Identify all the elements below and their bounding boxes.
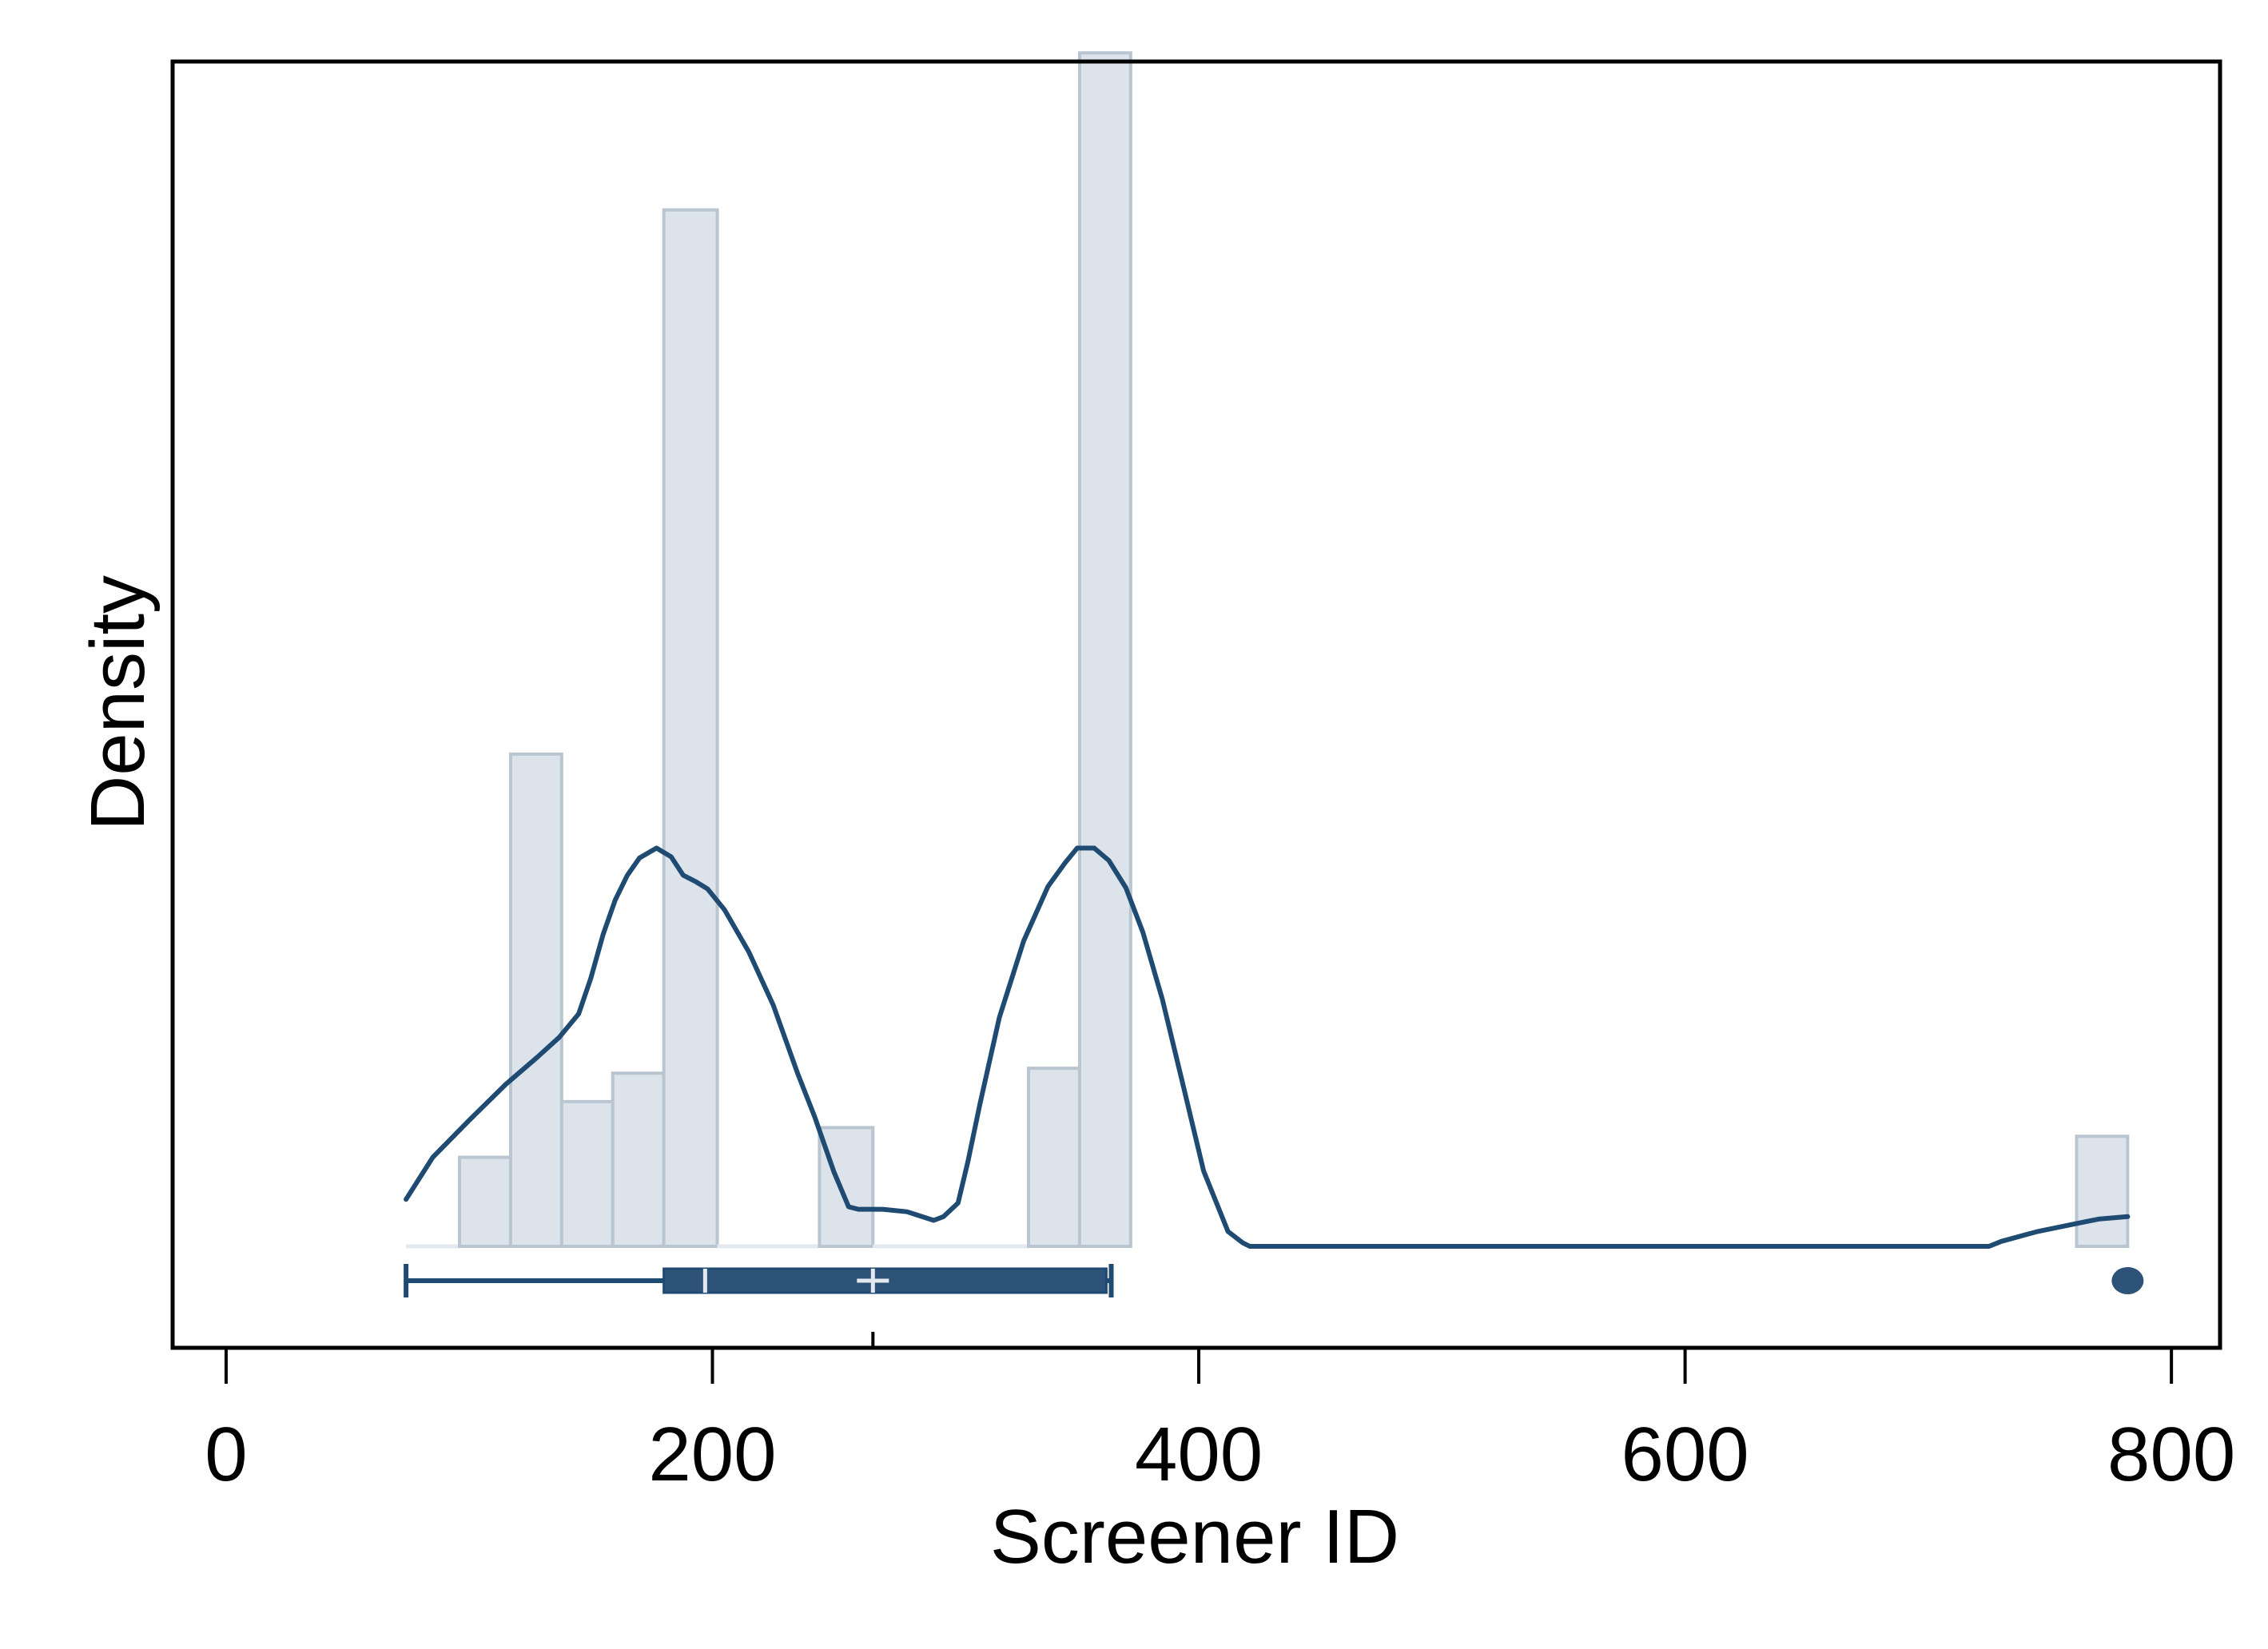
x-tick-label: 200	[648, 1412, 776, 1497]
histogram-bars	[406, 51, 2130, 1249]
y-axis-label: Density	[75, 575, 161, 831]
histogram-bar	[508, 752, 563, 1248]
histogram-bar	[662, 208, 719, 1248]
histogram-bar	[1027, 1067, 1081, 1249]
x-tick-label: 600	[1621, 1412, 1749, 1497]
outlier-point	[2111, 1267, 2144, 1294]
histogram-bar	[2075, 1134, 2130, 1249]
histogram-bar	[818, 1126, 875, 1248]
box-outliers	[2111, 1267, 2144, 1294]
x-tick-label: 800	[2107, 1412, 2235, 1497]
x-tick-label: 400	[1135, 1412, 1263, 1497]
plot-frame	[170, 59, 2222, 1350]
histogram-bar	[1077, 51, 1132, 1248]
x-axis-ticks: 0 200 400 600 800	[205, 1348, 2235, 1497]
histogram-bar	[458, 1155, 512, 1248]
histogram-bar	[559, 1099, 615, 1249]
density-curve	[404, 845, 2131, 1249]
x-tick-label: 0	[205, 1412, 247, 1497]
box-plot	[404, 1264, 2144, 1297]
histogram-bar	[611, 1071, 666, 1249]
x-axis-label: Screener ID	[990, 1494, 1399, 1579]
